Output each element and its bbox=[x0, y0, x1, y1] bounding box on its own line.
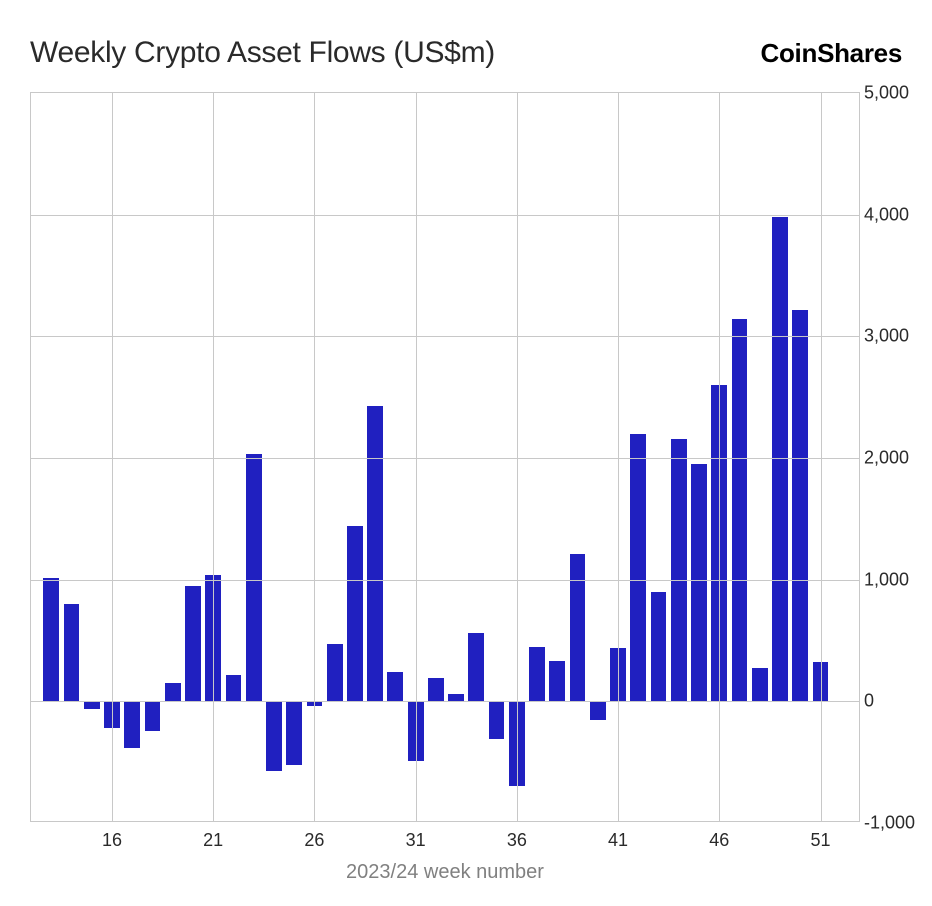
y-tick-label: 4,000 bbox=[864, 204, 919, 225]
y-tick-label: 3,000 bbox=[864, 326, 919, 347]
bar bbox=[529, 647, 545, 702]
x-tick-label: 26 bbox=[304, 830, 324, 851]
bar bbox=[428, 678, 444, 701]
bar bbox=[630, 434, 646, 702]
x-tick-label: 41 bbox=[608, 830, 628, 851]
gridline-v bbox=[314, 93, 315, 821]
y-tick-label: 5,000 bbox=[864, 83, 919, 104]
bar bbox=[590, 701, 606, 719]
gridline-h bbox=[31, 701, 859, 702]
bar bbox=[165, 683, 181, 701]
bar bbox=[84, 701, 100, 708]
x-tick-label: 51 bbox=[810, 830, 830, 851]
gridline-v bbox=[719, 93, 720, 821]
bar bbox=[286, 701, 302, 764]
brand-label: CoinShares bbox=[761, 38, 903, 69]
bar bbox=[64, 604, 80, 701]
x-tick-label: 36 bbox=[507, 830, 527, 851]
gridline-h bbox=[31, 215, 859, 216]
bar bbox=[752, 668, 768, 701]
y-tick-label: 2,000 bbox=[864, 448, 919, 469]
gridline-h bbox=[31, 580, 859, 581]
bars-layer bbox=[31, 93, 859, 821]
bar bbox=[448, 694, 464, 701]
gridline-v bbox=[416, 93, 417, 821]
bar bbox=[468, 633, 484, 701]
bar bbox=[570, 554, 586, 701]
bar bbox=[772, 217, 788, 701]
bar bbox=[671, 439, 687, 702]
y-tick-label: -1,000 bbox=[864, 813, 919, 834]
bar bbox=[246, 454, 262, 701]
bar bbox=[266, 701, 282, 770]
bar bbox=[732, 319, 748, 701]
bar bbox=[367, 406, 383, 702]
bar bbox=[185, 586, 201, 702]
y-tick-label: 0 bbox=[864, 691, 919, 712]
bar bbox=[327, 644, 343, 701]
bar bbox=[347, 526, 363, 701]
bar bbox=[226, 675, 242, 702]
x-tick-label: 31 bbox=[406, 830, 426, 851]
bar bbox=[43, 578, 59, 701]
x-axis-label: 2023/24 week number bbox=[346, 861, 544, 884]
gridline-v bbox=[821, 93, 822, 821]
bar bbox=[691, 464, 707, 701]
gridline-v bbox=[618, 93, 619, 821]
x-tick-label: 46 bbox=[709, 830, 729, 851]
y-tick-label: 1,000 bbox=[864, 569, 919, 590]
chart-area: -1,00001,0002,0003,0004,0005,00016212631… bbox=[30, 92, 860, 822]
bar bbox=[387, 672, 403, 701]
plot-area: -1,00001,0002,0003,0004,0005,00016212631… bbox=[30, 92, 860, 822]
gridline-v bbox=[517, 93, 518, 821]
gridline-v bbox=[213, 93, 214, 821]
bar bbox=[489, 701, 505, 739]
gridline-h bbox=[31, 336, 859, 337]
bar bbox=[124, 701, 140, 747]
chart-title: Weekly Crypto Asset Flows (US$m) bbox=[30, 36, 495, 70]
gridline-v bbox=[112, 93, 113, 821]
bar bbox=[145, 701, 161, 730]
gridline-h bbox=[31, 458, 859, 459]
bar bbox=[549, 661, 565, 701]
bar bbox=[792, 310, 808, 702]
x-tick-label: 21 bbox=[203, 830, 223, 851]
x-tick-label: 16 bbox=[102, 830, 122, 851]
chart-header: Weekly Crypto Asset Flows (US$m) CoinSha… bbox=[30, 36, 902, 70]
bar bbox=[651, 592, 667, 702]
